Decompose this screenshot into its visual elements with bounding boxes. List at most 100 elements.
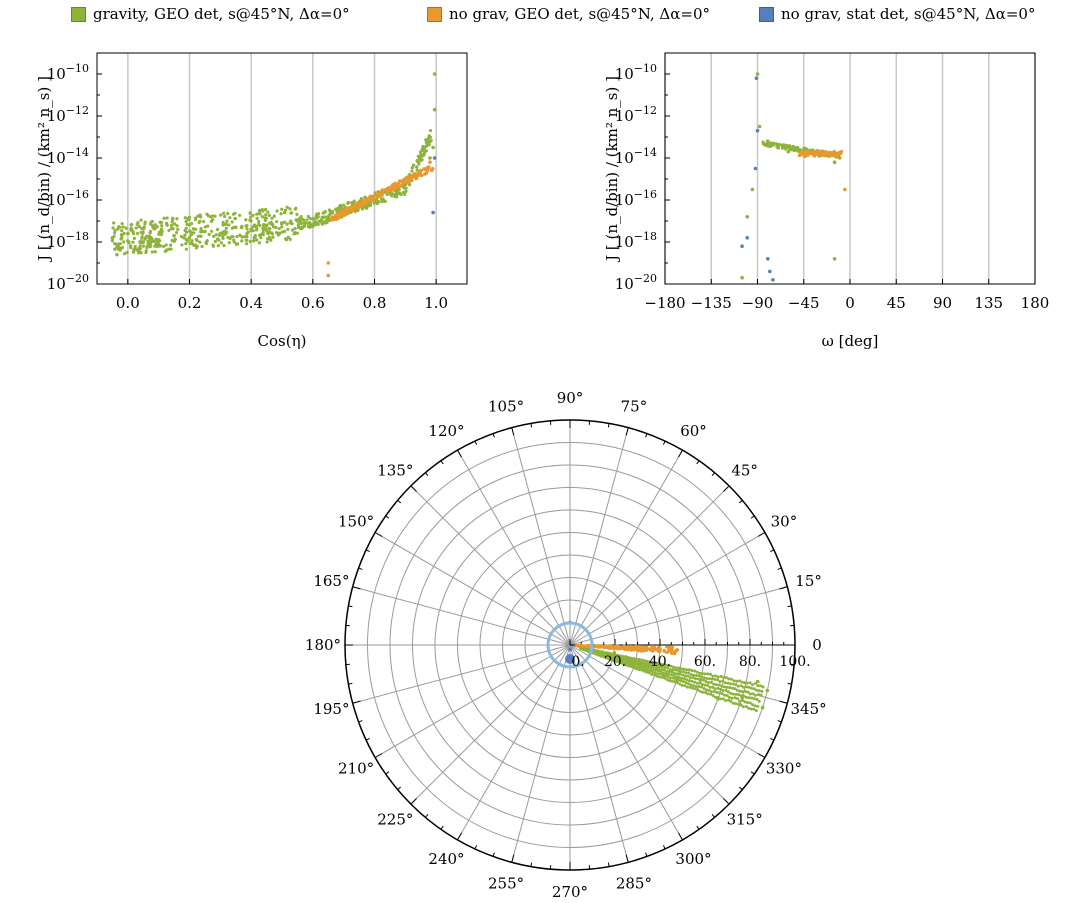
data-point-cloud [152,227,157,231]
data-point-cloud [199,234,203,238]
data-point-cloud [267,231,271,235]
angular-tick [779,700,788,704]
data-point-cloud [135,222,139,226]
data-point-0 [705,676,709,680]
data-point-cloud [141,240,145,245]
data-point-cloud [223,222,228,227]
data-point-cloud [377,200,381,204]
data-point-2 [771,278,775,282]
data-point-0 [743,681,747,685]
data-point-cloud [184,241,188,246]
data-point-1 [605,644,609,648]
data-point-0 [696,688,700,692]
data-point-0 [724,688,728,692]
data-point-cloud [224,226,228,230]
data-point-0 [642,659,646,663]
data-point-cloud [142,225,146,229]
data-point-cloud [215,237,220,241]
data-point-0 [752,687,756,691]
data-point-cloud [288,221,292,225]
data-point-cloud [153,250,157,254]
data-point-cloud [261,209,265,213]
data-point-cloud [215,227,220,232]
data-point-0 [743,700,747,704]
angle-label: 180° [305,636,341,654]
angular-tick [374,753,383,758]
data-point-cloud [375,195,380,199]
data-point-0 [681,680,685,684]
data-point-0 [632,657,636,661]
angular-tick [348,682,353,685]
data-point-0 [747,706,751,710]
angular-tick [711,472,716,477]
x-tick-label: −180 [644,294,685,312]
data-point-0 [668,668,672,672]
angular-gridline [410,644,571,805]
data-point-cloud [296,223,300,227]
data-point-cloud [118,225,122,229]
data-point-0 [759,684,763,688]
data-point-0 [688,676,692,680]
data-point-0 [669,673,673,677]
data-point-0 [743,689,747,693]
data-point-0 [595,649,599,653]
data-point-cloud [122,231,126,236]
data-point-0 [686,682,690,686]
data-point-0 [653,661,657,665]
data-point-cloud [264,228,268,232]
y-tick-label: 10−16 [615,188,657,209]
angular-tick [757,753,766,758]
data-point-0 [126,231,130,236]
y-tick-label: 10−18 [47,230,89,251]
legend-label-gravity-geo: gravity, GEO det, s@45°N, Δα=0° [93,5,350,23]
data-point-0 [744,704,748,708]
data-point-cloud [804,153,808,158]
data-point-cloud [302,220,306,224]
data-point-0 [735,688,739,692]
data-point-cloud [789,145,793,149]
data-point-cloud [258,223,262,228]
data-point-1 [635,647,640,652]
data-point-cloud [359,204,363,208]
data-point-cloud [802,146,806,150]
data-point-cloud [122,240,126,244]
data-point-cloud [212,234,216,239]
data-point-cloud [769,141,773,145]
data-point-cloud [781,145,785,150]
data-point-cloud [388,185,392,190]
data-point-cloud [383,199,387,203]
data-point-cloud [410,166,414,170]
data-point-0 [709,692,713,696]
data-point-0 [753,693,757,697]
angle-label: 150° [338,513,374,531]
data-point-cloud [270,216,274,220]
data-point-0 [740,695,744,700]
data-point-cloud [228,236,232,241]
data-point-cloud [385,189,389,193]
data-point-cloud [138,240,142,244]
data-point-cloud [217,233,222,237]
data-point-cloud [216,244,221,248]
data-point-cloud [264,213,268,217]
data-point-0 [739,684,743,688]
data-point-1 [576,643,580,647]
angular-tick [777,567,782,570]
data-point-0 [716,675,720,679]
data-point-2 [565,654,575,664]
data-point-cloud [771,142,776,147]
data-point-0 [688,685,692,689]
data-point-0 [650,672,654,676]
radial-tick-label: 40. [649,654,671,670]
data-point-0 [721,679,725,683]
data-point-cloud [223,214,227,219]
data-point-0 [747,685,751,689]
data-point-0 [733,687,737,691]
data-point-cloud [425,169,430,173]
data-point-cloud [786,145,790,149]
data-point-cloud [350,201,354,205]
data-point-cloud [148,241,153,246]
data-point-cloud [180,243,184,247]
x-tick-label: 45 [887,294,906,312]
data-point-0 [661,671,665,675]
